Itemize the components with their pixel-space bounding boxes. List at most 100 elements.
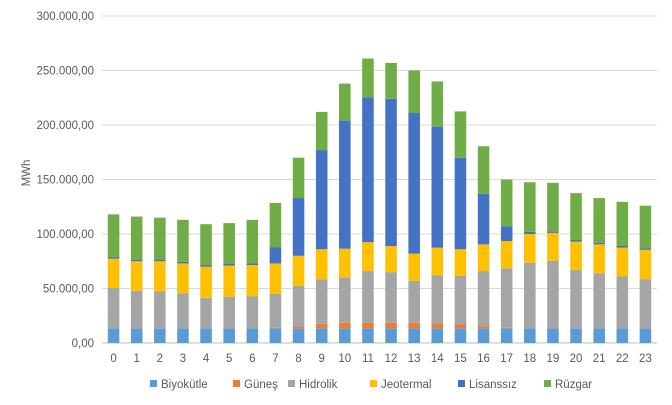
x-tick-label: 21 bbox=[593, 353, 606, 365]
bar-segment bbox=[339, 248, 351, 278]
bar-segment bbox=[408, 113, 420, 254]
bar-segment bbox=[200, 266, 212, 298]
legend-label: Jeotermal bbox=[381, 379, 432, 391]
bar-segment bbox=[269, 202, 282, 248]
bar-segment bbox=[292, 328, 305, 343]
x-tick-label: 22 bbox=[616, 353, 629, 365]
bar-segment bbox=[223, 223, 235, 264]
legend-label: Rüzgar bbox=[555, 379, 592, 391]
y-axis-label: MWh bbox=[21, 160, 33, 187]
x-tick-label: 2 bbox=[157, 353, 163, 365]
legend-label: Biyokütle bbox=[161, 379, 208, 391]
bar-segment bbox=[362, 242, 374, 272]
bar-segment bbox=[339, 120, 351, 249]
bar-segment bbox=[154, 217, 166, 260]
bar-segment bbox=[500, 328, 513, 343]
bar-segment bbox=[292, 326, 305, 329]
bar-segment bbox=[223, 296, 235, 329]
bar-segment bbox=[454, 157, 467, 250]
bar-segment bbox=[616, 276, 629, 329]
bar-segment bbox=[431, 81, 444, 127]
x-tick-label: 11 bbox=[362, 353, 374, 365]
bar-segment bbox=[362, 58, 374, 98]
bar-segment bbox=[524, 328, 536, 343]
bar-segment bbox=[177, 261, 189, 264]
bar-segment bbox=[593, 198, 605, 243]
y-tick-label: 300.000,00 bbox=[36, 11, 94, 23]
x-tick-label: 12 bbox=[385, 353, 398, 365]
x-tick-label: 1 bbox=[133, 353, 139, 365]
bar-segment bbox=[547, 260, 559, 329]
bar-segment bbox=[315, 279, 328, 324]
legend: Biyokütle Güneş Hidrolik Jeotermal Lisanssız… bbox=[150, 379, 592, 391]
bar-segment bbox=[616, 201, 629, 246]
x-tick-label: 17 bbox=[500, 353, 513, 365]
bar-segment bbox=[154, 261, 166, 292]
bar-segment bbox=[339, 322, 351, 329]
bar-segment bbox=[547, 232, 559, 261]
x-tick-label: 19 bbox=[547, 353, 560, 365]
bar-segment bbox=[130, 259, 143, 262]
bar-segment bbox=[547, 231, 559, 233]
bars bbox=[107, 58, 652, 343]
legend-swatch bbox=[370, 380, 377, 387]
bar-segment bbox=[200, 297, 212, 329]
bar-segment bbox=[570, 241, 582, 270]
y-axis-ticks: 0,00 50.000,00 100.000,00 150.000,00 200.000… bbox=[36, 11, 94, 350]
bar-segment bbox=[477, 271, 490, 327]
legend-swatch bbox=[150, 380, 157, 387]
x-axis-ticks: 0 1 2 3 4 5 6 7 8 9 10 11 12 13 14 15 16 17 18 19 20 21 22 23 bbox=[110, 353, 651, 365]
bar-segment bbox=[292, 198, 305, 256]
bar-segment bbox=[639, 249, 652, 280]
bar-segment bbox=[315, 249, 328, 280]
bar-segment bbox=[431, 247, 444, 276]
bar-segment bbox=[177, 328, 189, 343]
bar-segment bbox=[547, 182, 559, 232]
bar-segment bbox=[339, 83, 351, 121]
bar-segment bbox=[200, 224, 212, 266]
bar-segment bbox=[454, 111, 467, 158]
bar-segment bbox=[454, 249, 467, 276]
y-tick-label: 100.000,00 bbox=[36, 229, 94, 241]
bar-segment bbox=[524, 234, 536, 263]
bar-segment bbox=[570, 269, 582, 329]
bar-segment bbox=[315, 111, 328, 151]
bar-segment bbox=[107, 287, 120, 329]
bar-segment bbox=[500, 179, 513, 227]
bar-segment bbox=[269, 293, 282, 328]
bar-segment bbox=[315, 328, 328, 343]
gridlines bbox=[102, 15, 657, 344]
x-tick-label: 0 bbox=[110, 353, 116, 365]
x-tick-label: 3 bbox=[180, 353, 186, 365]
bar-segment bbox=[269, 247, 282, 264]
bar-segment bbox=[269, 328, 282, 343]
bar-segment bbox=[154, 259, 166, 262]
bar-segment bbox=[130, 290, 143, 329]
x-tick-label: 23 bbox=[639, 353, 652, 365]
legend-swatch bbox=[458, 380, 465, 387]
bar-segment bbox=[570, 193, 582, 240]
bar-segment bbox=[339, 328, 351, 343]
bar-segment bbox=[362, 271, 374, 323]
bar-segment bbox=[593, 242, 605, 245]
bar-segment bbox=[177, 293, 189, 329]
bar-segment bbox=[385, 62, 397, 99]
bar-segment bbox=[177, 219, 189, 262]
legend-label: Lisanssız bbox=[469, 379, 517, 391]
bar-segment bbox=[200, 328, 212, 343]
legend-swatch bbox=[288, 380, 295, 387]
x-tick-label: 4 bbox=[203, 353, 210, 365]
x-tick-label: 6 bbox=[249, 353, 255, 365]
bar-segment bbox=[431, 328, 444, 343]
y-tick-label: 150.000,00 bbox=[36, 175, 94, 187]
bar-segment bbox=[246, 263, 259, 266]
bar-segment bbox=[431, 323, 444, 329]
bar-segment bbox=[107, 328, 120, 343]
bar-segment bbox=[477, 193, 490, 245]
bar-segment bbox=[130, 261, 143, 291]
bar-segment bbox=[154, 328, 166, 343]
bar-segment bbox=[431, 126, 444, 248]
bar-segment bbox=[593, 244, 605, 274]
bar-segment bbox=[477, 146, 490, 194]
